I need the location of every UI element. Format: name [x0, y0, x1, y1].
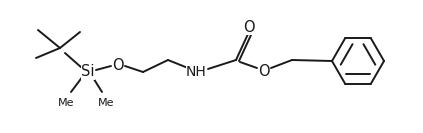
Text: NH: NH [186, 65, 206, 79]
Text: O: O [112, 57, 124, 72]
Text: O: O [258, 65, 270, 80]
Text: Si: Si [81, 65, 95, 80]
Text: Me: Me [98, 98, 114, 108]
Text: Me: Me [58, 98, 74, 108]
Text: O: O [243, 20, 255, 34]
